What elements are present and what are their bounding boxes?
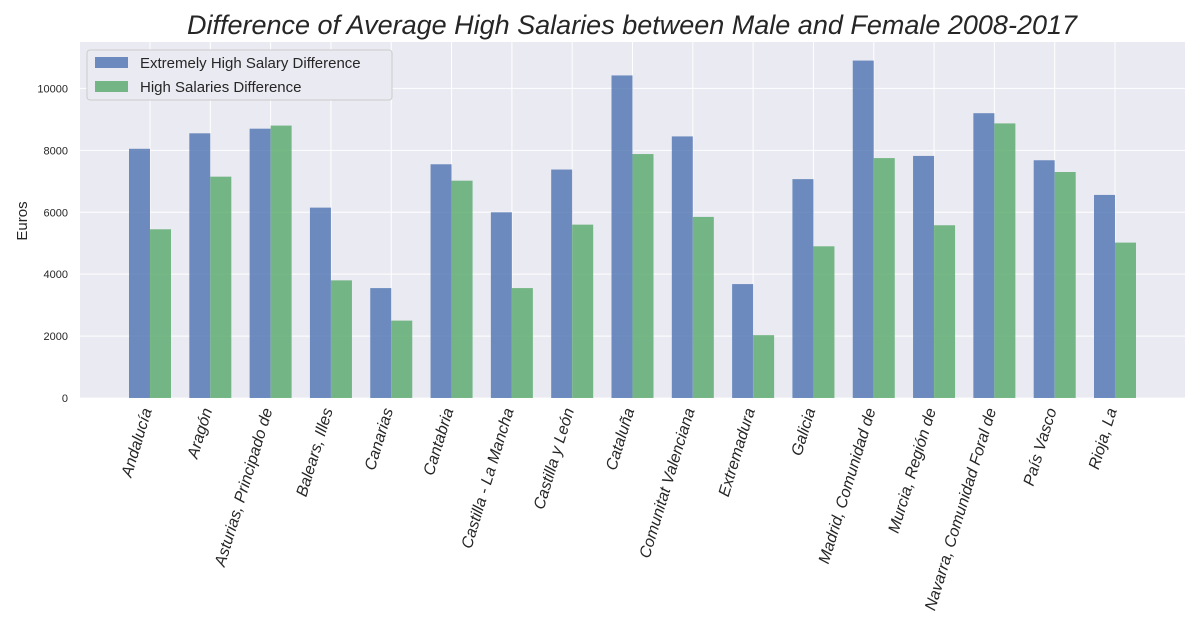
- x-tick-label: Galicia: [789, 406, 820, 458]
- y-tick-label: 2000: [44, 331, 68, 343]
- bar-high-2: [270, 125, 292, 398]
- bar-extremely-high-2: [249, 128, 271, 398]
- x-tick-label: Asturias, Principado de: [212, 406, 277, 569]
- y-tick-label: 6000: [44, 207, 68, 219]
- x-tick-label: Navarra, Comunidad Foral de: [922, 406, 1000, 613]
- bar-high-3: [330, 280, 352, 398]
- bar-high-7: [572, 224, 594, 398]
- y-axis-ticks: 0 2000 4000 6000 8000 10000: [37, 83, 68, 405]
- bar-high-0: [150, 229, 171, 398]
- legend-swatch-high: [95, 81, 128, 92]
- x-tick-label: Cataluña: [603, 406, 638, 472]
- chart-title: Difference of Average High Salaries betw…: [187, 10, 1078, 40]
- x-tick-label: Andalucía: [118, 406, 155, 480]
- x-tick-label: Rioja, La: [1086, 406, 1121, 471]
- x-tick-label: Canarias: [362, 406, 397, 472]
- bars: [129, 60, 1136, 399]
- bar-extremely-high-15: [1033, 160, 1055, 398]
- x-tick-label: Cantabria: [421, 406, 458, 477]
- bar-high-10: [753, 335, 775, 398]
- bar-high-8: [632, 154, 654, 398]
- y-axis-label: Euros: [14, 201, 31, 240]
- bar-high-5: [451, 180, 473, 398]
- legend-swatch-extremely-high: [95, 57, 128, 68]
- y-tick-label: 4000: [44, 269, 68, 281]
- y-tick-label: 10000: [37, 83, 68, 95]
- legend: Extremely High Salary Difference High Sa…: [86, 49, 393, 101]
- legend-label-high: High Salaries Difference: [140, 79, 301, 96]
- x-tick-label: Comunitat Valenciana: [637, 406, 699, 560]
- y-tick-label: 8000: [44, 145, 68, 157]
- bar-extremely-high-1: [189, 133, 211, 399]
- x-tick-label: Madrid, Comunidad de: [816, 406, 880, 566]
- bar-high-1: [210, 176, 232, 398]
- bar-high-9: [692, 216, 714, 398]
- bar-high-11: [813, 246, 835, 398]
- bar-high-16: [1115, 242, 1136, 398]
- bar-extremely-high-13: [913, 155, 935, 398]
- bar-high-12: [873, 158, 895, 398]
- bar-extremely-high-14: [973, 113, 995, 398]
- y-tick-label: 0: [62, 393, 68, 405]
- bar-extremely-high-0: [129, 148, 150, 398]
- bar-extremely-high-7: [551, 169, 573, 398]
- bar-high-13: [934, 225, 956, 398]
- bar-extremely-high-6: [490, 212, 512, 398]
- x-tick-label: Aragón: [185, 406, 217, 461]
- bar-extremely-high-8: [611, 75, 633, 398]
- bar-extremely-high-12: [852, 60, 874, 398]
- bar-extremely-high-5: [430, 164, 452, 398]
- bar-high-6: [511, 288, 533, 398]
- bar-high-4: [391, 320, 413, 398]
- bar-extremely-high-9: [671, 136, 693, 398]
- bar-extremely-high-11: [792, 179, 814, 398]
- x-tick-label: País Vasco: [1021, 406, 1061, 488]
- bar-high-14: [994, 123, 1016, 398]
- x-tick-label: Castilla - La Mancha: [459, 406, 518, 551]
- bar-extremely-high-3: [309, 207, 331, 398]
- bar-high-15: [1054, 172, 1076, 398]
- legend-label-extremely-high: Extremely High Salary Difference: [140, 55, 361, 72]
- x-tick-label: Balears, Illes: [294, 406, 337, 499]
- bar-extremely-high-10: [732, 284, 754, 398]
- x-tick-label: Extremadura: [716, 406, 759, 499]
- x-tick-label: Castilla y León: [531, 406, 578, 511]
- bar-extremely-high-4: [370, 288, 392, 398]
- bar-extremely-high-16: [1094, 194, 1115, 398]
- legend-box: [86, 49, 393, 101]
- x-tick-label: Murcia, Región de: [886, 406, 940, 535]
